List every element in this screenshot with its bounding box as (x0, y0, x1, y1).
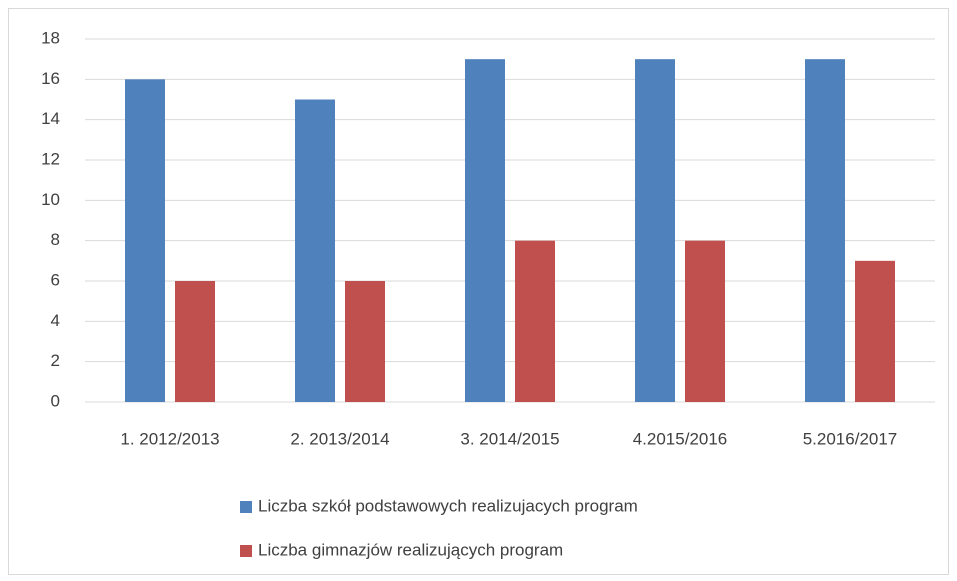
y-tick-label: 12 (41, 149, 60, 168)
bar (175, 281, 215, 402)
bar (685, 240, 725, 402)
legend-label: Liczba gimnazjów realizujących program (258, 540, 563, 559)
x-tick-label: 4.2015/2016 (633, 429, 728, 448)
y-tick-label: 4 (51, 311, 60, 330)
y-tick-label: 0 (51, 391, 60, 410)
bar (465, 59, 505, 403)
bar (125, 79, 165, 402)
legend-swatch (240, 501, 252, 513)
x-tick-label: 3. 2014/2015 (460, 429, 559, 448)
bar (515, 240, 555, 402)
y-tick-label: 6 (51, 270, 60, 289)
y-tick-label: 18 (41, 28, 60, 47)
y-tick-label: 10 (41, 190, 60, 209)
legend-swatch (240, 545, 252, 557)
y-tick-label: 8 (51, 230, 60, 249)
y-tick-label: 2 (51, 351, 60, 370)
bar (295, 99, 335, 402)
x-tick-label: 5.2016/2017 (803, 429, 898, 448)
x-tick-label: 1. 2012/2013 (120, 429, 219, 448)
x-tick-label: 2. 2013/2014 (290, 429, 389, 448)
y-tick-label: 14 (41, 109, 60, 128)
bar (635, 59, 675, 403)
bar (345, 281, 385, 402)
y-tick-label: 16 (41, 69, 60, 88)
bar (805, 59, 845, 403)
legend-label: Liczba szkół podstawowych realizujacych … (258, 496, 638, 515)
bar (855, 260, 895, 402)
